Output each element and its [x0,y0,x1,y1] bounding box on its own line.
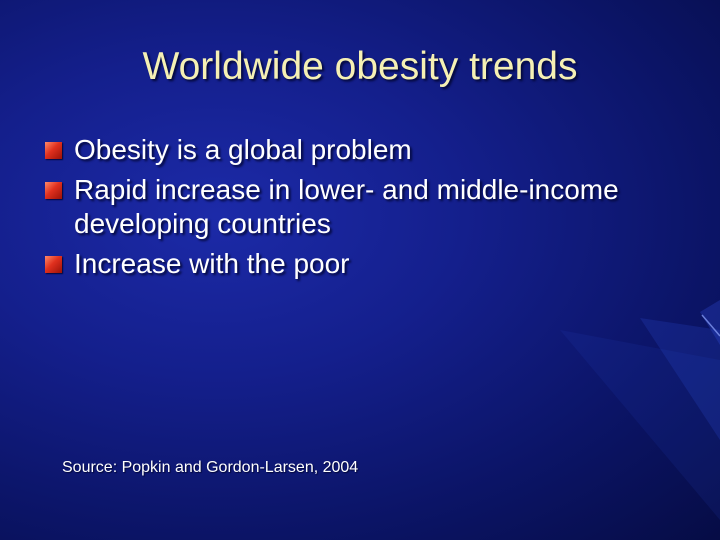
bullet-item: Increase with the poor [44,247,644,281]
red-square-bullet-icon [45,182,62,199]
bullet-item: Obesity is a global problem [44,133,644,167]
red-square-bullet-icon [45,142,62,159]
bullet-text: Rapid increase in lower- and middle-inco… [74,174,619,239]
bullet-list: Obesity is a global problem Rapid increa… [44,133,644,287]
slide-title: Worldwide obesity trends [142,45,578,88]
red-square-bullet-icon [45,256,62,273]
source-citation: Source: Popkin and Gordon-Larsen, 2004 [62,459,359,476]
bullet-text: Obesity is a global problem [74,134,412,165]
bullet-item: Rapid increase in lower- and middle-inco… [44,173,644,241]
bullet-text: Increase with the poor [74,248,350,279]
